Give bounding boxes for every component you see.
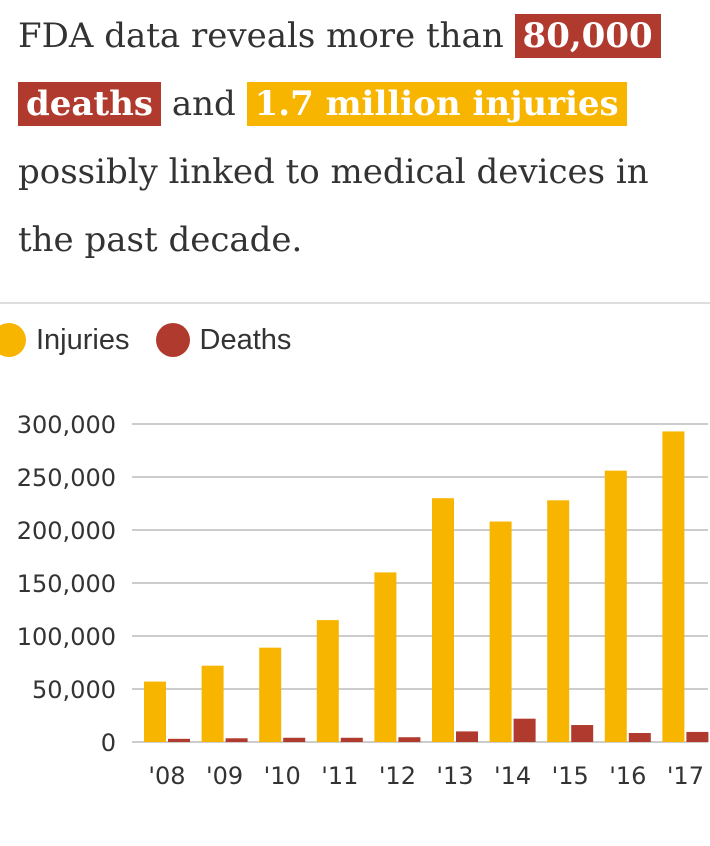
x-tick-label: '09 xyxy=(206,762,243,790)
bar-deaths xyxy=(340,737,363,742)
legend-item-injuries: Injuries xyxy=(0,323,130,357)
bar-deaths xyxy=(283,737,306,742)
legend-label-injuries: Injuries xyxy=(36,323,130,356)
bar-deaths xyxy=(571,725,594,742)
legend-swatch-injuries-icon xyxy=(0,323,26,357)
x-tick-label: '17 xyxy=(667,762,704,790)
bar-injuries xyxy=(144,681,166,742)
y-tick-label: 300,000 xyxy=(17,411,116,439)
legend-label-deaths: Deaths xyxy=(199,323,292,356)
bar-injuries xyxy=(316,620,339,742)
bar-injuries xyxy=(374,572,397,742)
bar-injuries xyxy=(489,521,512,742)
bar-injuries xyxy=(432,498,454,742)
x-tick-label: '16 xyxy=(609,762,646,790)
y-tick-label: 250,000 xyxy=(17,464,116,492)
y-tick-label: 50,000 xyxy=(32,676,116,704)
y-tick-label: 0 xyxy=(101,729,116,757)
bar-deaths xyxy=(398,737,421,742)
bar-injuries xyxy=(662,431,685,742)
legend-item-deaths: Deaths xyxy=(155,323,292,357)
bar-chart: 0 50,000 100,000 150,000 200,000 250,000 300,0… xyxy=(17,411,709,790)
bar-deaths xyxy=(513,718,536,742)
bar-injuries xyxy=(547,500,570,742)
y-tick-label: 150,000 xyxy=(17,570,116,598)
x-tick-label: '10 xyxy=(264,762,301,790)
x-tick-label: '13 xyxy=(436,762,473,790)
bar-deaths xyxy=(686,731,709,742)
headline-text-and: and xyxy=(161,84,247,124)
bar-injuries xyxy=(201,665,224,742)
bar-injuries xyxy=(259,647,282,742)
bar-injuries xyxy=(604,470,627,742)
headline-text-after: possibly linked to medical devices in th… xyxy=(18,152,649,260)
y-tick-label: 100,000 xyxy=(17,623,116,651)
divider xyxy=(0,302,710,304)
x-tick-label: '08 xyxy=(148,762,185,790)
chart-legend: Injuries Deaths xyxy=(0,318,317,362)
x-tick-label: '15 xyxy=(552,762,589,790)
bar-deaths xyxy=(168,738,190,742)
bar-deaths xyxy=(628,732,651,742)
legend-swatch-deaths-icon xyxy=(155,323,190,357)
headline: FDA data reveals more than 80,000 deaths… xyxy=(18,2,698,274)
y-tick-label: 200,000 xyxy=(17,517,116,545)
headline-text-before: FDA data reveals more than xyxy=(18,16,515,56)
bar-deaths xyxy=(456,731,478,742)
injuries-highlight: 1.7 million injuries xyxy=(246,82,627,126)
x-tick-label: '12 xyxy=(379,762,416,790)
x-tick-label: '14 xyxy=(494,762,531,790)
x-tick-label: '11 xyxy=(321,762,358,790)
bar-deaths xyxy=(225,738,248,742)
